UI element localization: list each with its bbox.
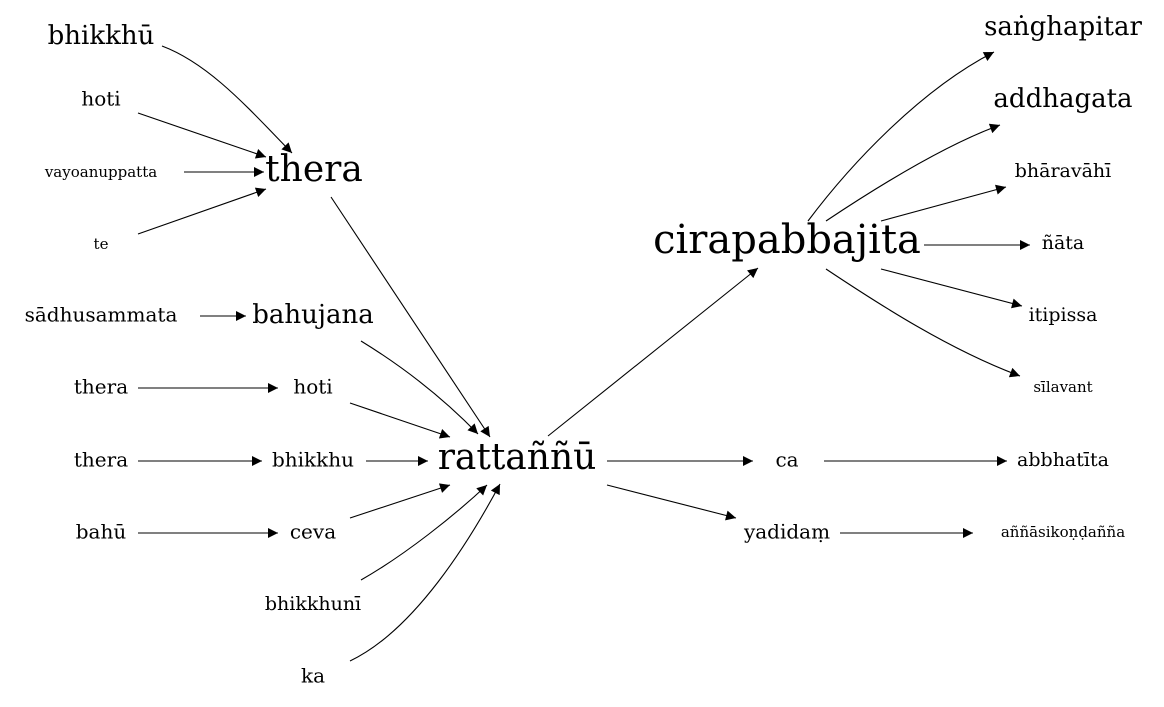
node-thera-left-1: thera — [74, 375, 128, 399]
edge-rattannu-cirapabbajita — [547, 267, 759, 437]
edge-bahujana-rattannu — [360, 340, 479, 435]
node-ca: ca — [775, 448, 798, 472]
edges — [137, 45, 1030, 662]
edge-te-thera — [137, 187, 267, 235]
node-bahujana: bahujana — [252, 300, 373, 330]
node-sanghapitar: saṅghapitar — [984, 12, 1142, 42]
node-sadhusammata: sādhusammata — [25, 303, 178, 327]
node-hoti-mid: hoti — [293, 375, 332, 399]
node-annasikondanna: aññāsikoṇḍañña — [1001, 523, 1125, 541]
node-cirapabbajita: cirapabbajita — [653, 217, 921, 263]
node-rattannu: rattaññū — [438, 437, 597, 478]
edge-rattannu-yadidam — [606, 484, 737, 521]
edge-cirapabbajita-addhagata — [825, 123, 1001, 222]
edge-bhikkhuni-rattannu — [360, 484, 488, 581]
edge-ka-rattannu — [349, 483, 501, 662]
node-te: te — [94, 235, 109, 253]
node-bharavahi: bhāravāhī — [1015, 160, 1112, 182]
edge-bhikkhu-thera — [161, 45, 293, 154]
node-bhikkhu-mid: bhikkhu — [272, 448, 354, 472]
node-ceva: ceva — [290, 520, 336, 544]
node-ka: ka — [301, 664, 325, 688]
node-addhagata: addhagata — [993, 84, 1132, 114]
edge-cirapabbajita-itipissa — [880, 268, 1023, 309]
node-bhikkhuni: bhikkhunī — [265, 593, 361, 615]
edge-cirapabbajita-sanghapitar — [807, 51, 995, 222]
edge-hoti-thera — [137, 112, 267, 159]
node-hoti-top: hoti — [81, 87, 120, 111]
edge-cirapabbajita-silavant — [825, 268, 1021, 378]
node-abbhatita: abbhatīta — [1017, 449, 1109, 471]
edge-hoti-rattannu — [349, 402, 451, 439]
nodes: bhikkhū hoti vayoanuppatta te thera sādh… — [25, 12, 1143, 688]
node-bhikkhu-top: bhikkhū — [48, 21, 155, 51]
node-thera-left-2: thera — [74, 448, 128, 472]
node-silavant: sīlavant — [1033, 378, 1092, 396]
edge-ceva-rattannu — [349, 483, 451, 519]
edge-cirapabbajita-bharavahi — [880, 184, 1007, 222]
edge-thera-rattannu — [330, 196, 491, 438]
node-thera-hub: thera — [265, 149, 363, 190]
node-yadidam: yadidaṃ — [743, 520, 830, 544]
node-itipissa: itipissa — [1029, 304, 1098, 326]
node-bahu: bahū — [76, 520, 127, 544]
node-nata: ñāta — [1042, 232, 1085, 254]
node-vayoanuppatta: vayoanuppatta — [44, 163, 157, 181]
